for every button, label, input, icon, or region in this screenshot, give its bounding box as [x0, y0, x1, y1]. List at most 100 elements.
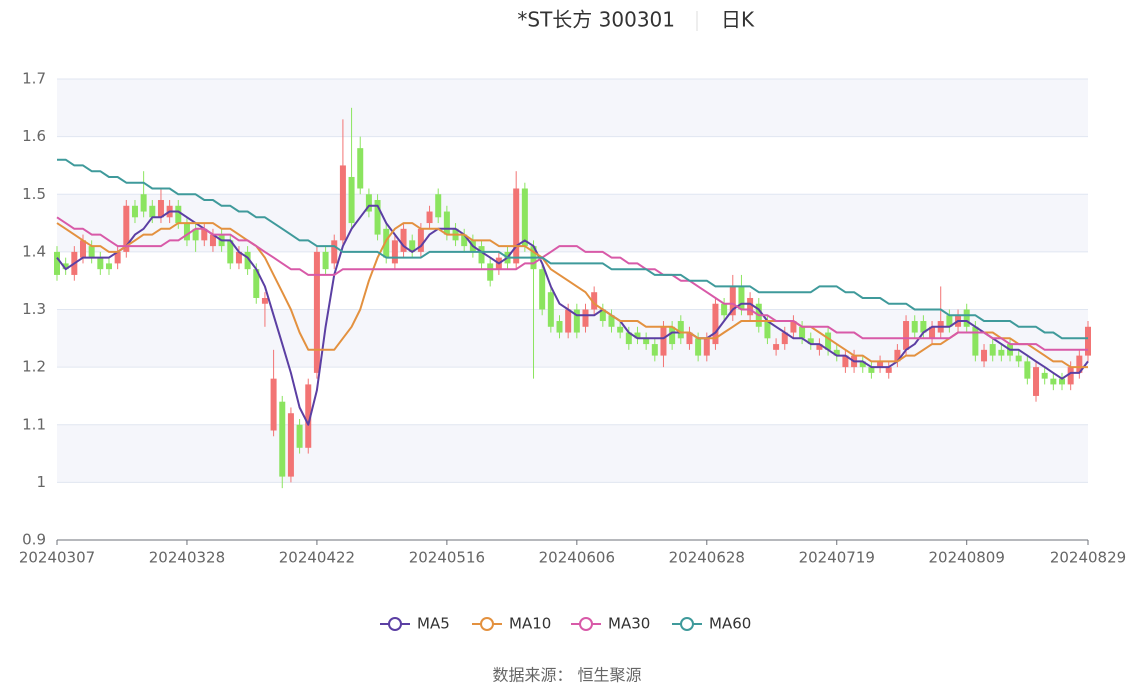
candle-body [183, 223, 190, 241]
candle-body [131, 205, 138, 218]
candle-body [643, 338, 650, 345]
x-tick-label: 20240829 [1050, 549, 1126, 567]
legend-label: MA60 [709, 615, 751, 633]
candle-body [842, 355, 849, 368]
y-tick-label: 1 [36, 473, 46, 491]
candle-body [88, 246, 95, 258]
candle-body [279, 401, 286, 477]
candle-body [140, 194, 147, 212]
candle-body [270, 378, 277, 431]
y-tick-label: 1.2 [22, 358, 46, 376]
candle-body [1067, 367, 1074, 385]
x-tick-label: 20240516 [409, 549, 485, 567]
legend-marker [388, 617, 402, 631]
y-tick-label: 1.1 [22, 415, 46, 433]
candle-body [634, 332, 641, 339]
candle-body [833, 349, 840, 356]
candle-body [859, 361, 866, 368]
y-tick-label: 1.3 [22, 300, 46, 318]
candle-body [261, 297, 268, 304]
candle-body [227, 240, 234, 264]
candle-body [816, 344, 823, 350]
candle-body [946, 315, 953, 327]
candle-body [374, 200, 381, 235]
ma-line [56, 204, 1089, 426]
candle-body [244, 251, 251, 270]
plot-band [57, 424, 1088, 483]
candle-body [677, 321, 684, 339]
candle-body [149, 205, 156, 218]
candle-body [989, 344, 996, 356]
candle-body [513, 188, 520, 264]
candle-body [608, 315, 615, 327]
candle-body [305, 384, 312, 448]
candle-body [417, 228, 424, 252]
candle-body [599, 309, 606, 322]
candle-body [383, 228, 390, 258]
candle-body [764, 321, 771, 339]
ma-line [57, 158, 1088, 340]
candle-body [62, 263, 69, 270]
candle-body [1024, 361, 1031, 379]
candle-body [157, 200, 164, 218]
candle-body [660, 326, 667, 356]
candle-body [348, 176, 355, 224]
candle-body [695, 338, 702, 356]
candle-body [825, 332, 832, 350]
candle-body [313, 251, 320, 373]
candle-body [781, 332, 788, 345]
candle-body [738, 286, 745, 310]
candle-body [625, 332, 632, 345]
candle-body [114, 251, 121, 264]
candle-body [253, 269, 260, 298]
candle-body [911, 321, 918, 333]
candle-body [747, 297, 754, 316]
legend-label: MA30 [608, 615, 650, 633]
y-tick-label: 1.4 [22, 242, 46, 260]
y-tick-label: 1.7 [22, 70, 46, 88]
candle-body [365, 194, 372, 212]
candle-body [296, 424, 303, 448]
chart-subtitle: 日K [721, 8, 755, 32]
candle-body [617, 326, 624, 333]
candle-body [79, 240, 86, 258]
y-tick-label: 0.9 [22, 531, 46, 549]
ma-line [56, 222, 1088, 369]
candle-body [669, 326, 676, 345]
candle-body [487, 263, 494, 281]
candle-body [97, 257, 104, 270]
x-tick-label: 20240307 [19, 549, 95, 567]
candle-body [877, 361, 884, 368]
candle-body [400, 228, 407, 252]
candle-body [123, 205, 130, 252]
candle-body [339, 165, 346, 241]
chart-title: *ST长方 300301 [517, 8, 675, 32]
candle-body [331, 240, 338, 264]
candle-body [105, 263, 112, 270]
candle-body [1085, 326, 1091, 356]
candle-body [1076, 355, 1083, 373]
candle-body [651, 344, 658, 356]
candle-body [1059, 378, 1066, 385]
y-tick-label: 1.5 [22, 185, 46, 203]
x-tick-label: 20240328 [149, 549, 225, 567]
candle-body [998, 349, 1005, 356]
candle-body [920, 321, 927, 333]
candle-body [235, 251, 242, 264]
candle-body [409, 240, 416, 252]
x-tick-label: 20240422 [279, 549, 355, 567]
candle-body [426, 211, 433, 224]
candle-body [582, 309, 589, 327]
candle-body [391, 240, 398, 264]
legend-label: MA10 [509, 615, 551, 633]
candle-body [201, 228, 208, 241]
candle-body [981, 349, 988, 362]
candle-body [175, 205, 182, 224]
candle-body [894, 349, 901, 362]
candle-body [192, 228, 199, 241]
legend-marker [680, 617, 694, 631]
candle-body [1015, 355, 1022, 362]
x-tick-label: 20240809 [929, 549, 1005, 567]
ma-line [56, 216, 1088, 351]
